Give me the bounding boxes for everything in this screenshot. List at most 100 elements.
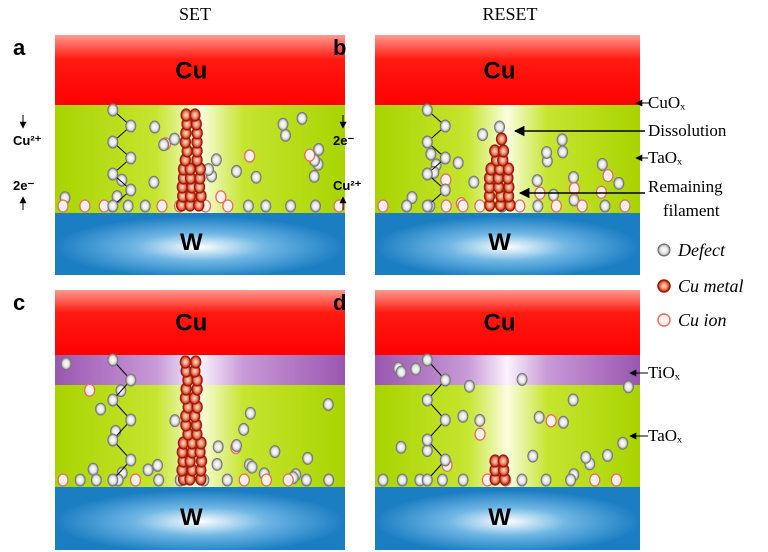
defect (213, 441, 223, 453)
layer-label: Cu (484, 57, 516, 84)
defect (440, 184, 450, 196)
defect (411, 363, 421, 375)
annotation: Remaining (648, 177, 723, 196)
defect (108, 168, 118, 180)
cu-ion (283, 474, 293, 486)
defect (123, 200, 133, 212)
legend: Defect Cu metal Cu ion (658, 240, 744, 330)
cu-ion (261, 474, 271, 486)
defect (239, 423, 249, 435)
cu-metal (498, 145, 508, 157)
cu-ion (611, 474, 621, 486)
defect (600, 200, 610, 212)
cu-ion (58, 474, 68, 486)
defect (458, 474, 468, 486)
defect (581, 451, 591, 463)
defect (91, 474, 101, 486)
defect (278, 118, 288, 130)
defect (396, 366, 406, 378)
defect (426, 148, 436, 160)
defect (170, 415, 180, 427)
cu-ion (441, 200, 451, 212)
panel-label: a (13, 35, 26, 60)
cu-ion (603, 170, 613, 182)
defect (566, 474, 576, 486)
flow-label: 2e⁻ (13, 178, 34, 193)
defect (314, 143, 324, 155)
defect (108, 474, 118, 486)
defect (549, 189, 559, 201)
annotation: TiOₓ (648, 363, 680, 382)
defect (440, 120, 450, 132)
defect (126, 184, 136, 196)
defect (211, 154, 221, 166)
defect (464, 380, 474, 392)
defect (231, 165, 241, 177)
cu-ion (378, 200, 388, 212)
cu-metal (498, 455, 508, 467)
cu-ion (596, 186, 606, 198)
defect (378, 474, 388, 486)
layer-label: W (488, 229, 511, 256)
cu-metal (497, 133, 507, 145)
defect (153, 459, 163, 471)
cu-ion (85, 384, 95, 396)
defect (397, 474, 407, 486)
cu-ion (475, 200, 485, 212)
defect (108, 354, 118, 366)
defect (528, 450, 538, 462)
cu-ion (305, 149, 315, 161)
panel-label: c (13, 290, 25, 315)
defect (159, 139, 169, 151)
cu-ion (458, 200, 468, 212)
defect (422, 136, 432, 148)
defect (108, 200, 118, 212)
defect (270, 446, 280, 458)
defect (453, 157, 463, 169)
layer-label: Cu (175, 309, 207, 336)
defect (247, 461, 257, 473)
panel-label: b (333, 35, 346, 60)
annotation: TaOₓ (648, 426, 682, 445)
cu-ion (245, 150, 255, 162)
defect (440, 152, 450, 164)
defect (117, 174, 127, 186)
defect (558, 416, 568, 428)
cu-ion (515, 200, 525, 212)
layer-label: W (180, 504, 203, 531)
defect (251, 171, 261, 183)
defect (532, 175, 542, 187)
defect (126, 374, 136, 386)
defect (108, 394, 118, 406)
defect (149, 176, 159, 188)
defect (150, 121, 160, 133)
defect (126, 454, 136, 466)
defect (557, 134, 567, 146)
cu-metal (190, 109, 200, 121)
defect (281, 129, 291, 141)
defect (212, 458, 222, 470)
legend-label: Cu metal (678, 276, 744, 296)
defect (243, 200, 253, 212)
defect (422, 434, 432, 446)
defect (534, 411, 544, 423)
defect (108, 136, 118, 148)
layer-label: W (488, 504, 511, 531)
cu-ion (546, 415, 556, 427)
defect (440, 454, 450, 466)
defect (297, 112, 307, 124)
defect (323, 399, 333, 411)
defect (495, 121, 505, 133)
defect (475, 414, 485, 426)
defect (422, 394, 432, 406)
cu-ion (131, 474, 141, 486)
defect (603, 449, 613, 461)
defect (618, 437, 628, 449)
flow-label: Cu²⁺ (333, 178, 362, 193)
cu-ion (620, 200, 630, 212)
defect (309, 170, 319, 182)
cu-ion (58, 200, 68, 212)
defect (143, 464, 153, 476)
defect (301, 474, 311, 486)
